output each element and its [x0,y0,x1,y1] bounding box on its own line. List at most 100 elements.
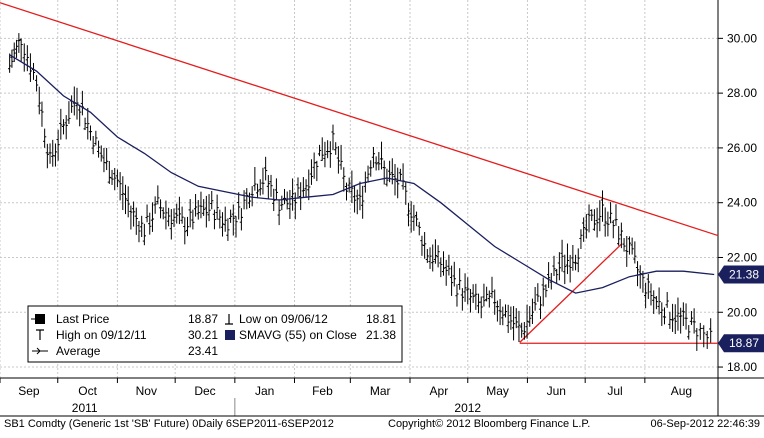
price-bar [576,248,580,273]
price-bar [94,130,98,146]
price-bar [239,208,243,231]
price-bar [142,223,146,246]
price-bar [121,176,125,211]
right-value-labels: 21.38 18.87 [718,265,764,353]
price-bar [444,259,448,286]
price-bar [689,311,694,325]
price-bar [126,186,130,218]
price-bar [70,95,74,113]
right-value-label-bg [718,265,764,284]
price-bar [501,306,505,326]
price-bar [185,216,190,237]
right-value-label-text: 21.38 [729,267,759,281]
y-tick-label: 22.00 [727,250,757,264]
price-bar [436,245,440,268]
price-bar [587,204,591,233]
price-bar [78,104,82,127]
price-bar [48,143,52,164]
x-tick-label: Oct [78,384,97,398]
price-bar [630,237,634,255]
price-bar [40,101,44,127]
price-bar [177,196,182,225]
price-bar [441,251,446,276]
price-bar [131,201,136,227]
price-bar [53,143,58,167]
legend-value: 23.41 [188,344,218,358]
sma-line [9,54,715,294]
price-bar [352,186,357,213]
price-bar [538,296,543,319]
price-bar [207,194,211,222]
price-bar [366,165,370,183]
legend-label: SMAVG (55) on Close [239,328,357,342]
price-bar [153,196,157,214]
price-bar [307,169,311,201]
price-bar [14,39,19,58]
price-bar [695,328,699,351]
year-label: 2011 [72,401,98,415]
price-bar [479,296,483,319]
price-bar [255,183,260,199]
price-bar [428,247,432,269]
price-bar [342,167,346,192]
price-bar [323,141,327,168]
price-bar [202,199,206,216]
price-bar [237,192,241,220]
sma-series [9,54,715,294]
price-bar [253,166,257,191]
price-bar [584,214,588,239]
price-bar [215,194,219,220]
price-bar [280,195,284,211]
price-bar [417,221,421,236]
price-bar [99,145,103,162]
x-tick-label: Mar [370,384,391,398]
price-bar [493,289,497,315]
price-bar [83,117,87,131]
price-bar [595,207,599,238]
price-bar [565,243,570,275]
price-bar [358,181,362,211]
price-bar [290,178,295,211]
price-bar [617,226,621,246]
price-bar [517,310,521,343]
price-bar [514,308,518,329]
price-bar [250,186,254,207]
price-bar [188,199,192,228]
price-bar [606,211,610,237]
price-bar [506,304,510,334]
price-bar [331,124,335,151]
price-bar [61,119,66,135]
price-bar [681,302,685,326]
y-tick-label: 18.00 [727,360,757,374]
price-bar [425,248,429,263]
price-bar [156,185,160,205]
price-bar [598,200,602,232]
legend-value: 30.21 [188,328,218,342]
price-bar [458,268,462,290]
price-bar [382,160,386,185]
price-bar [511,306,516,341]
price-bar [627,236,632,255]
price-bar [398,168,402,181]
price-bar [536,283,540,302]
price-bar [668,311,672,329]
price-bar [56,129,60,161]
average-line-icon [32,347,48,355]
y-tick-label: 20.00 [727,305,757,319]
price-bar [466,277,470,305]
price-bar [347,177,351,193]
price-bar [110,169,114,185]
price-bar [592,209,597,231]
price-bar [274,178,279,201]
x-tick-label: May [486,384,509,398]
price-bar [579,229,583,249]
legend-value: 18.81 [366,312,396,326]
price-bar [180,206,184,224]
price-bar [218,209,222,229]
price-bar [635,261,640,287]
price-bar [328,141,332,168]
high-marker-icon [36,329,44,340]
price-bar [344,182,349,201]
axes [0,0,764,417]
price-bar [107,161,111,184]
